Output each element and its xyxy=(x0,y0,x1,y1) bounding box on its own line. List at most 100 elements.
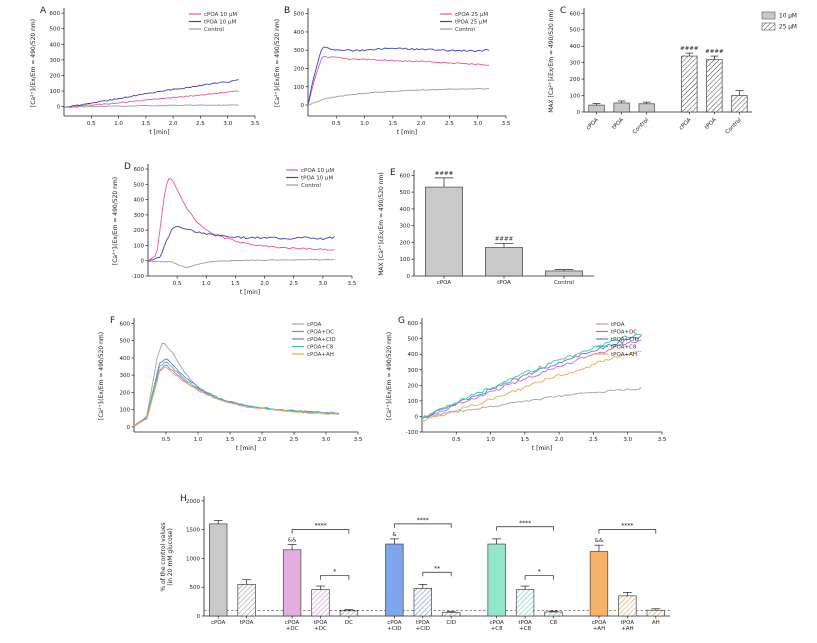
svg-text:+CID: +CID xyxy=(387,626,401,632)
svg-text:0: 0 xyxy=(301,103,305,109)
svg-text:10 µM: 10 µM xyxy=(779,14,797,20)
svg-text:t [min]: t [min] xyxy=(236,445,256,452)
svg-text:+C8: +C8 xyxy=(491,626,503,632)
svg-text:% of the control values: % of the control values xyxy=(160,522,167,591)
svg-text:500: 500 xyxy=(570,28,581,34)
series-cPOA+AH xyxy=(133,366,339,427)
svg-text:3.0: 3.0 xyxy=(223,121,232,127)
svg-text:tPOA: tPOA xyxy=(611,117,625,131)
svg-text:2.0: 2.0 xyxy=(417,121,426,127)
svg-text:500: 500 xyxy=(294,12,305,18)
series-Control xyxy=(307,88,490,106)
series-tPOA+AH xyxy=(421,350,642,422)
svg-text:cPOA+CID: cPOA+CID xyxy=(307,337,336,343)
svg-text:Control: Control xyxy=(632,117,651,136)
svg-text:300: 300 xyxy=(134,213,145,219)
svg-text:tPOA: tPOA xyxy=(240,620,254,626)
bar xyxy=(731,95,748,113)
svg-text:100: 100 xyxy=(294,85,305,91)
svg-text:3.5: 3.5 xyxy=(348,281,357,287)
bar xyxy=(515,589,535,617)
panel-b-line-chart: 0.5 1.0 1.5 2.0 2.5 3.0 3.5 0 100 200 300 400 500 t [… xyxy=(274,6,511,136)
svg-text:AH: AH xyxy=(652,620,660,626)
svg-text:400: 400 xyxy=(400,207,411,213)
svg-text:&&: && xyxy=(595,538,604,544)
panel-d-line-chart: 0.5 1.0 1.5 2.0 2.5 3.0 3.5 -100 0 100 200 300 400 50… xyxy=(112,162,357,296)
svg-text:+AH: +AH xyxy=(621,626,634,632)
svg-text:100: 100 xyxy=(570,94,581,100)
svg-text:1.0: 1.0 xyxy=(486,437,495,443)
svg-text:300: 300 xyxy=(408,368,419,374)
svg-text:tPOA: tPOA xyxy=(704,117,718,131)
svg-text:0: 0 xyxy=(141,259,145,265)
svg-text:t [min]: t [min] xyxy=(240,289,260,296)
svg-text:600: 600 xyxy=(50,11,61,17)
svg-text:CID: CID xyxy=(446,620,456,626)
bar xyxy=(545,270,583,277)
svg-text:****: **** xyxy=(417,517,429,524)
bar xyxy=(311,589,330,617)
bar xyxy=(589,551,609,617)
svg-text:200: 200 xyxy=(408,383,419,389)
series-cPOA 10 µM xyxy=(63,90,239,108)
svg-text:1.0: 1.0 xyxy=(194,437,203,443)
svg-text:0: 0 xyxy=(415,414,419,420)
svg-text:&&: && xyxy=(288,538,297,544)
svg-text:300: 300 xyxy=(50,58,61,64)
svg-text:400: 400 xyxy=(570,44,581,50)
svg-text:t [min]: t [min] xyxy=(397,129,417,136)
series-Control xyxy=(147,258,335,268)
svg-text:3.5: 3.5 xyxy=(658,437,667,443)
bar xyxy=(485,247,523,277)
svg-text:tPOA+AH: tPOA+AH xyxy=(611,352,637,358)
svg-text:500: 500 xyxy=(190,585,201,591)
svg-text:300: 300 xyxy=(294,48,305,54)
svg-text:tPOA: tPOA xyxy=(611,322,625,328)
svg-text:MAX [Ca²⁺]ᵢ(Ex/Em = 490/520 nm: MAX [Ca²⁺]ᵢ(Ex/Em = 490/520 nm) xyxy=(548,9,555,113)
bar xyxy=(237,583,256,617)
panel-f-line-chart: 0.5 1.0 1.5 2.0 2.5 3.0 3.5 0 100 200 300 400 500 600… xyxy=(98,316,363,452)
svg-text:600: 600 xyxy=(120,321,131,327)
svg-text:300: 300 xyxy=(400,224,411,230)
svg-text:A: A xyxy=(40,6,47,16)
svg-text:C: C xyxy=(560,6,566,16)
svg-text:tPOA 10 µM: tPOA 10 µM xyxy=(204,20,236,26)
svg-text:cPOA: cPOA xyxy=(678,117,693,132)
svg-text:+DC: +DC xyxy=(314,626,327,632)
svg-text:500: 500 xyxy=(408,337,419,343)
svg-text:Control: Control xyxy=(554,280,574,286)
svg-text:*: * xyxy=(333,569,336,576)
svg-text:tPOA: tPOA xyxy=(518,620,532,626)
svg-text:600: 600 xyxy=(408,321,419,327)
svg-text:500: 500 xyxy=(50,27,61,33)
bar xyxy=(385,543,404,617)
svg-text:cPOA: cPOA xyxy=(437,280,452,286)
svg-text:cPOA 10 µM: cPOA 10 µM xyxy=(301,168,334,174)
svg-text:cPOA: cPOA xyxy=(307,322,322,328)
svg-text:0.5: 0.5 xyxy=(162,437,171,443)
svg-text:1.5: 1.5 xyxy=(226,437,235,443)
svg-text:cPOA+C8: cPOA+C8 xyxy=(307,345,334,351)
svg-text:####: #### xyxy=(705,49,724,55)
svg-text:100: 100 xyxy=(50,89,61,95)
svg-text:1.5: 1.5 xyxy=(231,281,240,287)
svg-text:cPOA+DC: cPOA+DC xyxy=(307,330,334,336)
bar xyxy=(618,595,637,617)
svg-text:400: 400 xyxy=(134,198,145,204)
svg-text:1000: 1000 xyxy=(186,556,200,562)
series-tPOA xyxy=(421,387,642,419)
series-tPOA 10 µM xyxy=(63,79,239,109)
svg-text:tPOA 10 µM: tPOA 10 µM xyxy=(301,176,333,182)
svg-text:tPOA+DC: tPOA+DC xyxy=(611,330,637,336)
svg-text:400: 400 xyxy=(294,30,305,36)
svg-text:200: 200 xyxy=(50,73,61,79)
bar xyxy=(646,609,665,617)
svg-text:0.5: 0.5 xyxy=(452,437,461,443)
svg-text:3.0: 3.0 xyxy=(473,121,482,127)
svg-text:tPOA+CID: tPOA+CID xyxy=(611,337,639,343)
svg-text:200: 200 xyxy=(570,77,581,83)
series-cPOA+DC xyxy=(133,364,339,427)
panel-h-bar-chart: 0 500 1000 1500 2000 % of the control values(… xyxy=(160,494,670,632)
svg-text:500: 500 xyxy=(120,339,131,345)
